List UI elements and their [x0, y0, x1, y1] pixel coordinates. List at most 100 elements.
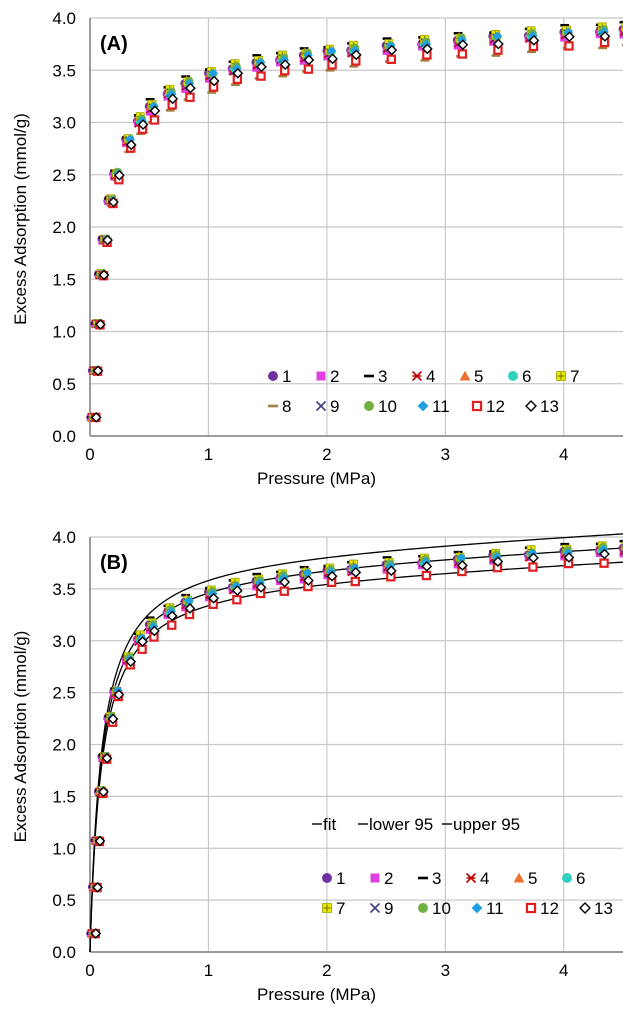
data-point: [125, 139, 137, 151]
legend-entry-5: 5: [459, 367, 483, 386]
legend-marker: [411, 370, 423, 382]
data-point: [137, 644, 147, 654]
legend-entry-13: 13: [525, 397, 559, 416]
y-tick-label: 2.5: [52, 684, 76, 703]
fit-line-fit: [89, 547, 623, 953]
data-point: [382, 37, 392, 40]
data-point: [181, 593, 191, 597]
data-point: [386, 40, 396, 51]
legend-label: 11: [432, 397, 450, 416]
legend-entry-11: 11: [471, 899, 504, 918]
data-point: [252, 54, 262, 57]
y-tick-label: 0.0: [52, 427, 76, 446]
legend-marker: [465, 872, 477, 884]
data-point: [185, 92, 195, 102]
data-point: [327, 53, 338, 65]
legend-marker: [562, 873, 572, 883]
data-point: [167, 93, 179, 105]
data-point: [208, 68, 218, 79]
data-point: [303, 575, 314, 586]
data-point: [457, 49, 468, 59]
legend-label: 6: [576, 869, 585, 888]
data-point: [101, 752, 113, 764]
legend-label: 7: [570, 367, 579, 386]
legend-entry-12: 12: [471, 397, 505, 416]
data-point: [599, 31, 611, 42]
legend-marker: [525, 902, 537, 914]
x-tick-label: 4: [559, 445, 568, 464]
data-point: [184, 595, 194, 606]
y-tick-label: 4.0: [52, 9, 76, 28]
data-point: [148, 621, 159, 632]
legend: 1 2 3 4 5 6 78 9 10 11 12 13: [268, 367, 579, 416]
legend-label: 7: [336, 899, 345, 918]
y-tick-label: 3.5: [52, 580, 76, 599]
chart-panel-a: 0.00.51.01.52.02.53.03.54.00 1 2 3 4Pressure…: [11, 9, 623, 488]
data-point: [232, 595, 242, 605]
data-point: [231, 83, 240, 87]
legend-marker-cross: [557, 372, 565, 380]
y-axis-title: Excess Adsorption (mmol/g): [11, 631, 30, 843]
legend-entry-2: 2: [316, 367, 339, 386]
y-axis-title: Excess Adsorption (mmol/g): [11, 113, 30, 325]
data-point: [279, 576, 291, 588]
legend-label: 5: [528, 869, 537, 888]
legend-entry-8: 8: [268, 397, 291, 416]
legend-marker: [369, 902, 381, 914]
data-point: [560, 23, 570, 27]
legend-label: 10: [378, 397, 397, 416]
data-point: [107, 713, 119, 725]
data-point: [350, 566, 362, 578]
legend-entry-9: 9: [369, 899, 393, 918]
data-point: [420, 59, 430, 62]
x-tick-label: 1: [204, 961, 213, 980]
data-point: [385, 565, 397, 577]
legend-marker: [508, 371, 518, 381]
legend-entry-7: 7: [556, 367, 579, 386]
legend-label: 8: [282, 397, 291, 416]
y-tick-label: 1.5: [52, 270, 76, 289]
data-point: [94, 835, 106, 847]
data-point: [184, 78, 195, 89]
data-point: [137, 636, 148, 647]
x-tick-label: 2: [322, 445, 331, 464]
legend-label: 10: [432, 899, 451, 918]
data-point: [619, 20, 623, 24]
x-axis-title: Pressure (MPa): [257, 469, 376, 488]
legend-label: 1: [282, 367, 291, 386]
legend-entry-6: 6: [562, 869, 585, 888]
data-point: [299, 575, 308, 584]
legend-entry-1: 1: [322, 869, 345, 888]
y-tick-label: 4.0: [52, 528, 76, 547]
legend-marker-cross: [323, 904, 331, 912]
legend-label: 2: [384, 869, 393, 888]
data-point: [457, 39, 469, 51]
data-point: [492, 556, 504, 567]
data-point: [491, 54, 501, 57]
y-tick-label: 1.0: [52, 323, 76, 342]
data-point: [492, 552, 502, 562]
data-point: [493, 38, 504, 50]
data-point: [528, 34, 540, 46]
y-tick-label: 0.5: [52, 891, 76, 910]
data-point: [453, 31, 463, 35]
data-point: [382, 556, 392, 559]
panel-label: (A): [100, 33, 128, 55]
y-tick-label: 0.0: [52, 943, 76, 962]
data-point: [184, 603, 196, 614]
data-point: [113, 169, 125, 181]
data-point: [145, 625, 154, 634]
legend-marker: [418, 903, 428, 913]
data-point: [560, 542, 570, 546]
y-tick-label: 1.5: [52, 787, 76, 806]
data-point: [382, 565, 391, 574]
legend-label: 4: [426, 367, 435, 386]
data-point: [564, 41, 574, 51]
legend-label: 3: [378, 367, 387, 386]
legend-marker: [322, 873, 332, 883]
data-point: [350, 45, 361, 56]
legend-label: 9: [384, 899, 393, 918]
legend-label: 4: [480, 869, 489, 888]
fit-legend-label: fit: [323, 815, 337, 834]
data-point: [231, 585, 243, 596]
